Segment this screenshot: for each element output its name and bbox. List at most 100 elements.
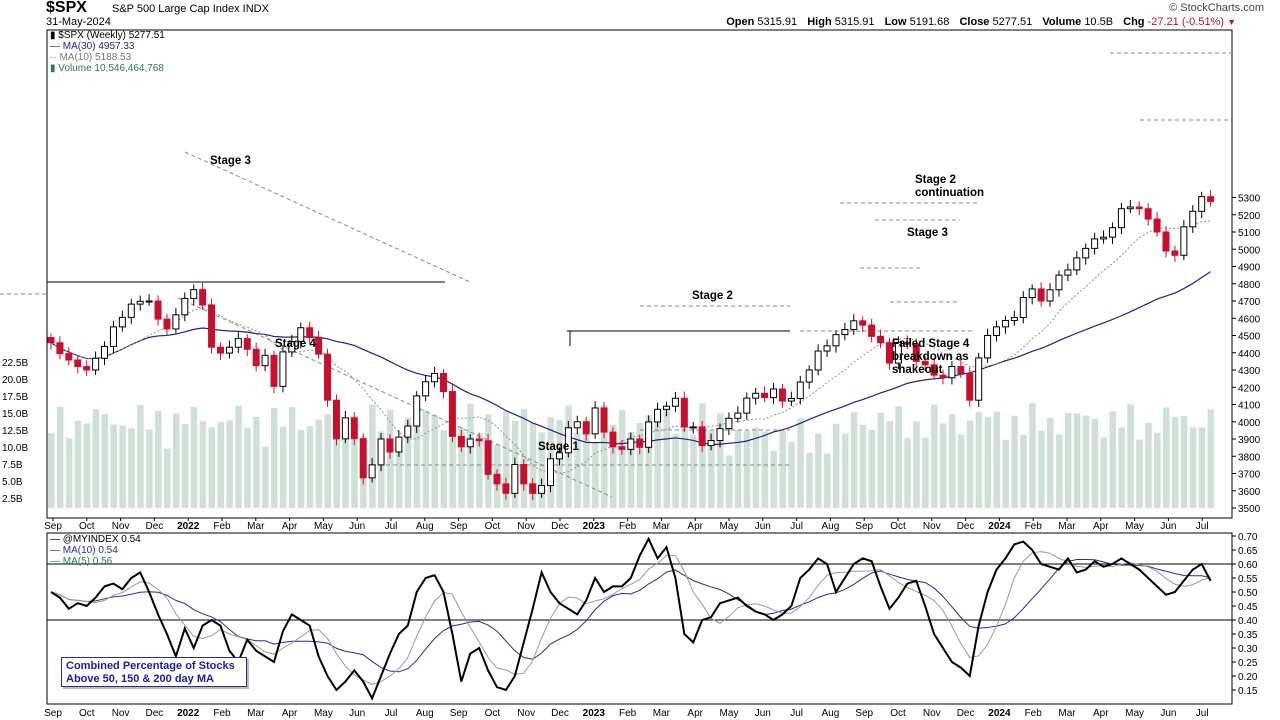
indicator-x-axis-label: 2022 bbox=[177, 708, 200, 719]
annotation-stage2: Stage 2 bbox=[692, 290, 733, 302]
indicator-x-axis-label: Jul bbox=[385, 708, 398, 719]
candle-body bbox=[297, 327, 305, 343]
volume-bar bbox=[1109, 411, 1116, 508]
volume-bar bbox=[1038, 430, 1045, 508]
candle-body bbox=[511, 464, 519, 494]
volume-bar bbox=[806, 452, 813, 508]
candle-body bbox=[770, 388, 778, 399]
candle-body bbox=[885, 342, 893, 364]
candle-body bbox=[261, 354, 269, 367]
candle-body bbox=[1180, 226, 1188, 256]
volume-bar bbox=[199, 421, 207, 508]
candle-body bbox=[734, 412, 742, 419]
candle-body bbox=[547, 458, 555, 487]
indicator-x-axis-label: Jul bbox=[1196, 708, 1209, 719]
volume-bar bbox=[65, 438, 73, 508]
indicator-x-axis-label: 2023 bbox=[583, 708, 606, 719]
volume-bar bbox=[627, 432, 635, 508]
indicator-tick-label: 0.15 bbox=[1238, 686, 1258, 697]
high-value: 5315.91 bbox=[834, 16, 875, 28]
volume-bar bbox=[315, 419, 323, 508]
volume-bar bbox=[699, 403, 706, 508]
chart-header: $SPX S&P 500 Large Cap Index INDX 31-May… bbox=[0, 0, 1280, 30]
volume-bar bbox=[395, 440, 403, 508]
volume-bar bbox=[966, 420, 974, 508]
volume-bar bbox=[672, 433, 679, 508]
volume-bar bbox=[1002, 439, 1009, 508]
candle-body bbox=[859, 320, 867, 326]
candle-body bbox=[966, 372, 974, 401]
x-axis-label: Apr bbox=[687, 521, 703, 532]
candle-body bbox=[279, 351, 287, 387]
volume-bar bbox=[779, 430, 786, 508]
open-value: 5315.91 bbox=[757, 16, 798, 28]
price-tick-label: 4200 bbox=[1238, 383, 1261, 394]
volume-bar bbox=[324, 414, 332, 508]
copyright-link[interactable]: © StockCharts.com bbox=[1169, 2, 1264, 14]
candle-body bbox=[386, 438, 394, 453]
candle-body bbox=[645, 421, 653, 448]
volume-tick-label: 10.0B bbox=[2, 443, 28, 454]
volume-bar bbox=[538, 432, 546, 508]
candle-body bbox=[573, 421, 581, 429]
x-axis-label: Oct bbox=[890, 521, 906, 532]
indicator-x-axis-label: Nov bbox=[517, 708, 535, 719]
volume-bar bbox=[155, 410, 162, 508]
candle-body bbox=[948, 366, 956, 379]
candle-body bbox=[190, 289, 198, 299]
indicator-description-box: Combined Percentage of Stocks Above 50, … bbox=[61, 657, 247, 687]
indicator-x-axis-label: Dec bbox=[957, 708, 975, 719]
volume-bar bbox=[502, 410, 510, 508]
volume-bar bbox=[262, 446, 269, 508]
candle-body bbox=[377, 438, 385, 466]
candle-body bbox=[56, 342, 64, 355]
candle-body bbox=[636, 438, 644, 448]
volume-bar bbox=[1171, 417, 1179, 508]
indicator-x-axis-label: Jul bbox=[790, 708, 803, 719]
annotation-stage1: Stage 1 bbox=[538, 441, 579, 453]
indicator-x-axis-label: Mar bbox=[653, 708, 671, 719]
volume-bar bbox=[904, 438, 911, 508]
indicator-x-axis-label: Dec bbox=[551, 708, 569, 719]
volume-bar bbox=[56, 406, 64, 508]
indicator-x-axis-label: Apr bbox=[687, 708, 703, 719]
volume-bar bbox=[271, 407, 278, 508]
candle-body bbox=[993, 326, 1001, 336]
volume-bar bbox=[1055, 434, 1063, 508]
ma30-line bbox=[50, 271, 1211, 446]
volume-bar bbox=[1198, 427, 1206, 508]
volume-bar bbox=[440, 430, 447, 508]
indicator-x-axis-label: Feb bbox=[619, 708, 637, 719]
indicator-panel-frame bbox=[46, 532, 1233, 705]
legend-ind-ma10: — MA(10) 0.54 bbox=[50, 545, 118, 556]
volume-bar bbox=[476, 433, 483, 508]
price-tick-label: 4800 bbox=[1238, 280, 1261, 291]
x-axis-label: Jun bbox=[1160, 521, 1176, 532]
candle-body bbox=[163, 318, 171, 330]
candle-body bbox=[199, 289, 207, 306]
candle-body bbox=[1037, 288, 1045, 302]
volume-bar bbox=[975, 411, 983, 508]
volume-bar bbox=[279, 426, 287, 508]
volume-bar bbox=[1011, 415, 1018, 508]
volume-bar bbox=[957, 434, 965, 508]
indicator-x-axis-label: Mar bbox=[247, 708, 265, 719]
volume-bar bbox=[824, 453, 831, 508]
legend-myindex: — @MYINDEX 0.54 bbox=[50, 534, 141, 545]
indicator-ma5-line bbox=[50, 551, 1211, 685]
volume-bar bbox=[467, 403, 474, 508]
indicator-tick-label: 0.60 bbox=[1238, 560, 1258, 571]
candle-body bbox=[65, 353, 73, 361]
indicator-desc-line2: Above 50, 150 & 200 day MA bbox=[66, 673, 214, 685]
candle-body bbox=[431, 372, 439, 383]
change-value: -27.21 (-0.51%) bbox=[1147, 16, 1225, 28]
candle-body bbox=[74, 359, 82, 368]
legend-ma10: ·· MA(10) 5188.53 bbox=[50, 52, 132, 63]
volume-bar bbox=[636, 423, 644, 508]
legend-spx: ▮ $SPX (Weekly) 5277.51 bbox=[50, 30, 165, 41]
indicator-x-axis-label: Aug bbox=[416, 708, 434, 719]
candle-body bbox=[1135, 206, 1143, 210]
volume-bar bbox=[609, 424, 617, 508]
candle-body bbox=[92, 357, 100, 371]
